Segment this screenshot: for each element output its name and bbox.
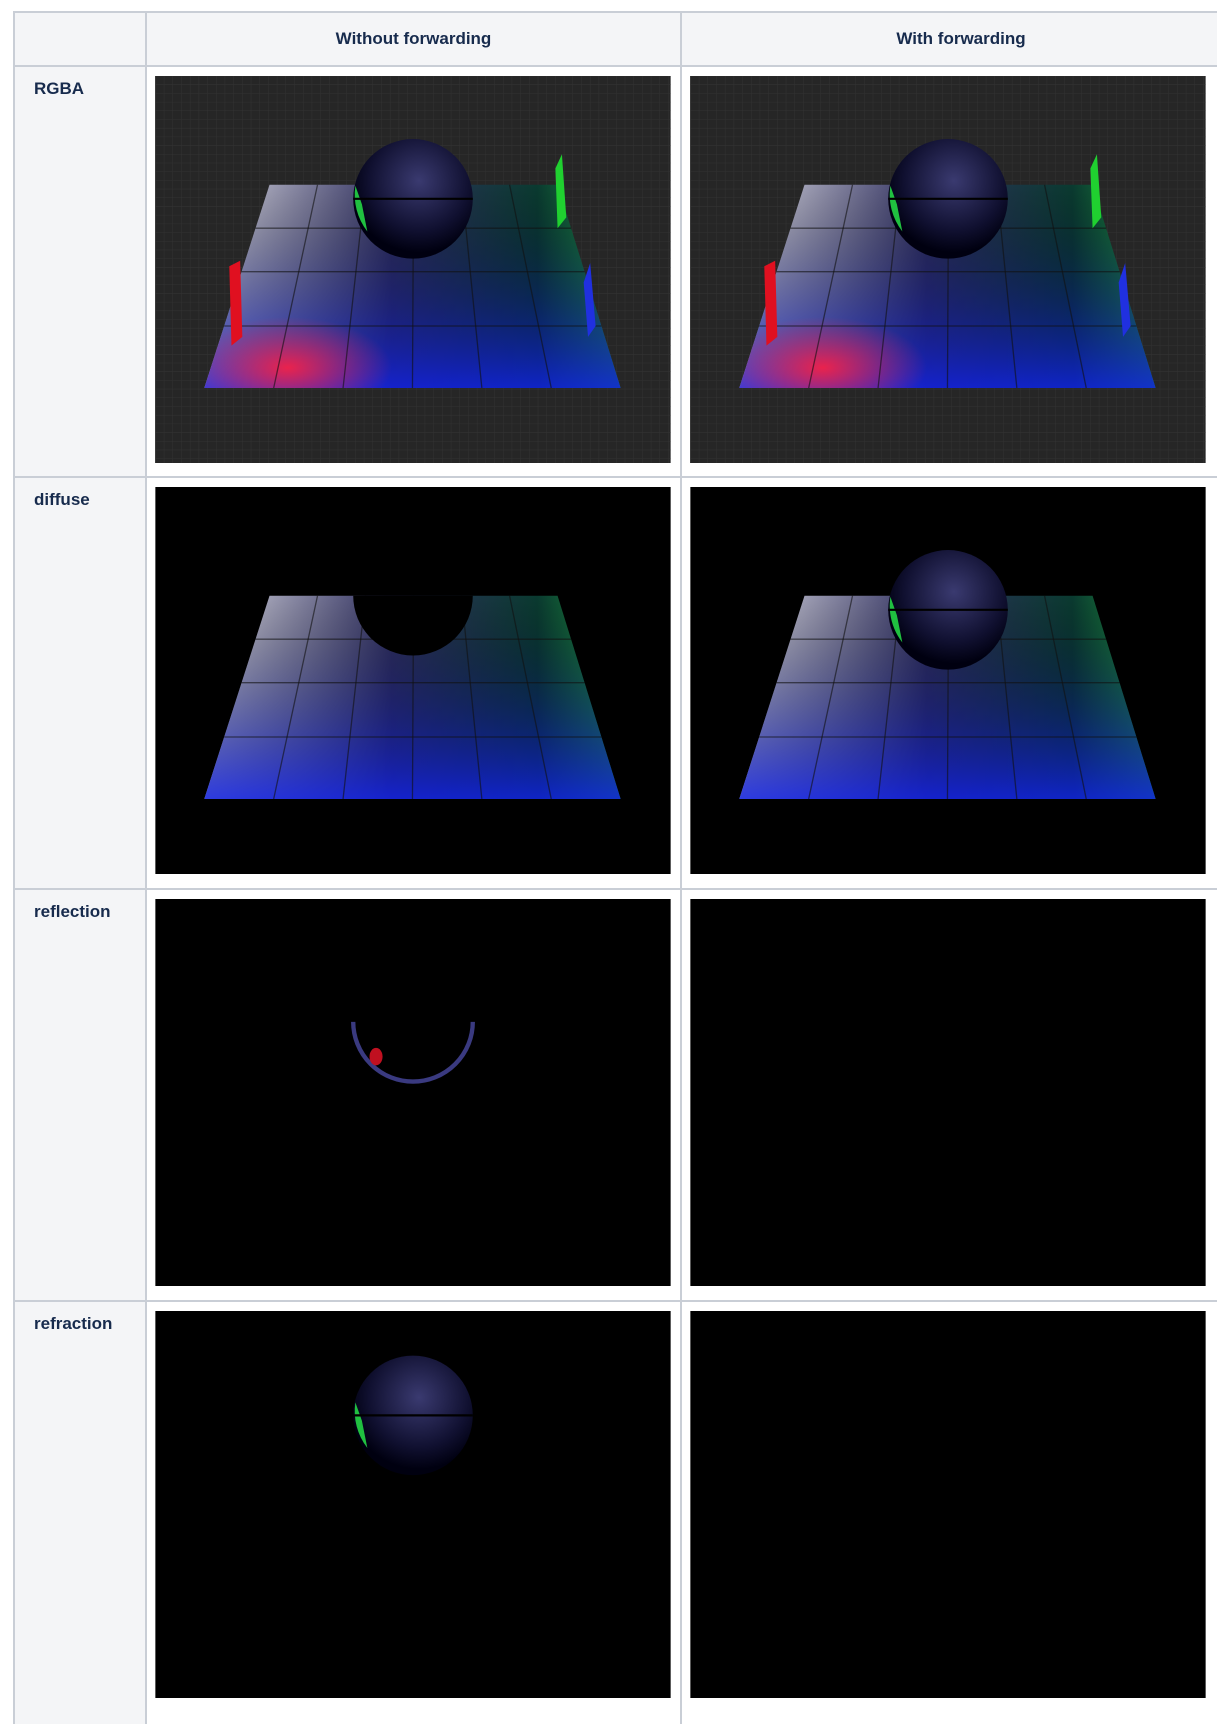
floor-line: [1043, 595, 1087, 800]
floor-line: [342, 595, 367, 800]
row-label: reflection: [13, 888, 145, 1300]
cell-text: reflection: [34, 902, 111, 921]
floor-line: [273, 595, 319, 800]
render-image: [155, 487, 671, 874]
render-image: [690, 899, 1206, 1286]
background: [690, 899, 1206, 1286]
header-cell: Without forwarding: [145, 11, 680, 65]
sphere-hole: [353, 595, 473, 656]
floor-line: [508, 595, 552, 800]
background: [690, 1311, 1206, 1698]
floor-line: [808, 184, 854, 389]
cell-text: RGBA: [34, 79, 85, 98]
cell-text: refraction: [34, 1314, 113, 1333]
render-image: [155, 76, 671, 463]
header-cell: With forwarding: [680, 11, 1217, 65]
light-green: [1090, 154, 1102, 229]
sphere-rim: [351, 1021, 475, 1084]
floor-line: [460, 595, 483, 800]
cell-text: diffuse: [34, 490, 90, 509]
row-label: refraction: [13, 1300, 145, 1724]
floor-line: [808, 595, 854, 800]
floor-line: [273, 184, 319, 389]
light-blue: [1118, 262, 1131, 337]
row-label: RGBA: [13, 65, 145, 476]
cell-text: With forwarding: [896, 29, 1026, 48]
light-red: [764, 260, 778, 346]
render-image: [155, 1311, 671, 1698]
light-green: [555, 154, 567, 229]
header-corner: [13, 11, 145, 65]
light-blue: [583, 262, 596, 337]
light-red: [229, 260, 243, 346]
image-cell: [145, 65, 680, 476]
render-image: [690, 487, 1206, 874]
render-image: [155, 899, 671, 1286]
cell-text: Without forwarding: [335, 29, 492, 48]
sphere-highlight: [354, 185, 368, 232]
image-cell: [680, 1300, 1217, 1724]
image-cell: [145, 1300, 680, 1724]
render-image: [690, 76, 1206, 463]
image-cell: [145, 476, 680, 888]
image-cell: [680, 888, 1217, 1300]
image-cell: [680, 65, 1217, 476]
row-label: diffuse: [13, 476, 145, 888]
sphere-highlight: [889, 185, 903, 232]
sphere-highlight: [354, 1402, 368, 1448]
image-cell: [145, 888, 680, 1300]
sphere-highlight: [369, 1047, 383, 1066]
image-cell: [680, 476, 1217, 888]
render-image: [690, 1311, 1206, 1698]
background: [155, 899, 671, 1286]
floor-line: [1043, 184, 1087, 389]
sphere-highlight: [889, 596, 903, 643]
floor-line: [508, 184, 552, 389]
